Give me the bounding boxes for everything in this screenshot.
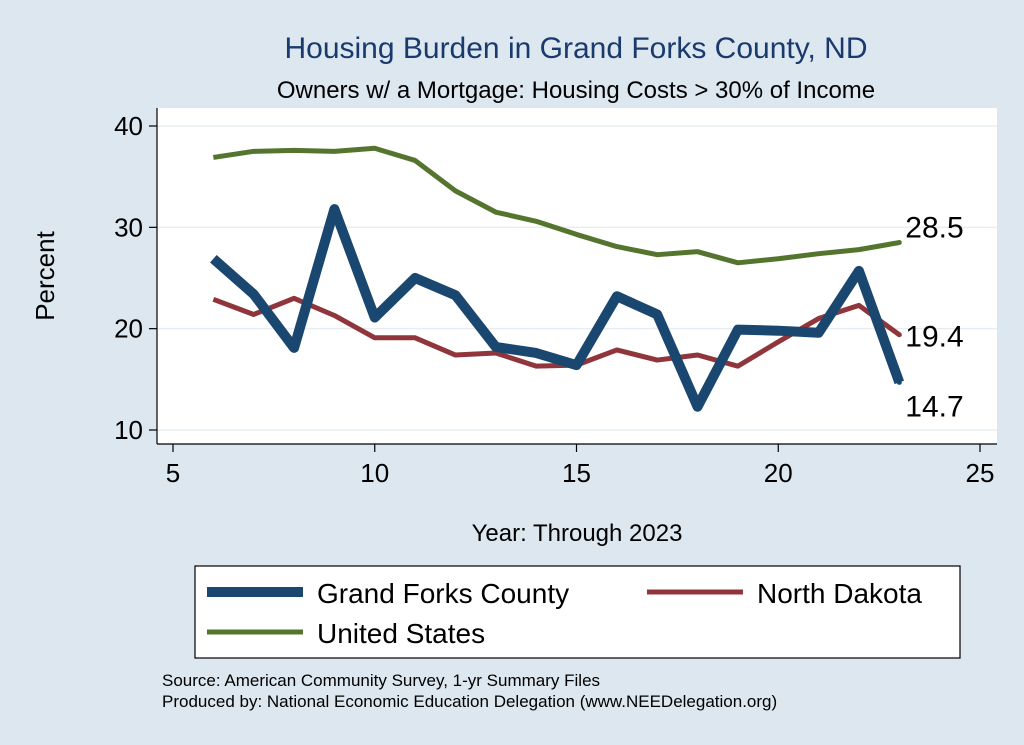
- end-point-north-dakota: [896, 332, 902, 338]
- end-point-united-states: [896, 240, 902, 246]
- legend-box: [194, 565, 961, 659]
- produced-by-note: Produced by: National Economic Education…: [162, 692, 777, 711]
- series-line-north-dakota: [212, 295, 901, 369]
- y-tick-label: 30: [114, 212, 143, 242]
- chart-title: Housing Burden in Grand Forks County, ND: [284, 32, 867, 65]
- source-note: Source: American Community Survey, 1-yr …: [162, 671, 600, 690]
- x-tick-label: 10: [360, 458, 389, 488]
- plot-area: [157, 108, 997, 444]
- series-line-united-states: [212, 145, 900, 266]
- legend-label-united-states: United States: [317, 618, 485, 649]
- x-ticks: 5 10 15 20 25: [166, 444, 995, 488]
- x-tick-label: 20: [764, 458, 793, 488]
- series-lines: [210, 145, 905, 412]
- end-label-north-dakota: 19.4: [905, 321, 963, 354]
- x-tick-label: 15: [562, 458, 591, 488]
- series-line-grand-forks-county: [210, 204, 905, 412]
- legend-label-grand-forks: Grand Forks County: [317, 578, 569, 609]
- y-ticks: 10 20 30 40: [114, 111, 157, 445]
- end-point-grand-forks-county: [896, 379, 902, 385]
- chart-subtitle: Owners w/ a Mortgage: Housing Costs > 30…: [277, 77, 875, 104]
- y-axis-label: Percent: [30, 230, 60, 320]
- y-tick-label: 10: [114, 415, 143, 445]
- y-tick-label: 40: [114, 111, 143, 141]
- x-tick-label: 25: [966, 458, 995, 488]
- x-axis-label: Year: Through 2023: [472, 520, 683, 547]
- end-labels: 14.7 19.4 28.5: [905, 212, 963, 424]
- end-label-united-states: 28.5: [905, 212, 963, 245]
- y-tick-label: 20: [114, 314, 143, 344]
- end-label-grand-forks-county: 14.7: [905, 390, 963, 423]
- x-tick-label: 5: [166, 458, 180, 488]
- legend-label-north-dakota: North Dakota: [757, 578, 922, 609]
